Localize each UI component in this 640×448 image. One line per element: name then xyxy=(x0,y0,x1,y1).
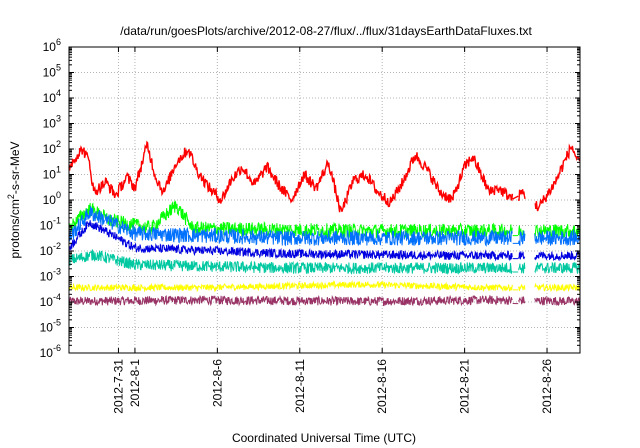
y-axis-label-rest: -s-sr-MeV xyxy=(8,141,22,194)
series-line xyxy=(68,249,581,276)
y-tick-label: 103 xyxy=(43,114,61,131)
x-tick-label: 2012-8-16 xyxy=(375,359,389,414)
y-axis-label: protons/cm2-s-sr-MeV xyxy=(6,141,22,258)
y-tick-label: 10-2 xyxy=(40,241,61,258)
chart-title: /data/run/goesPlots/archive/2012-08-27/f… xyxy=(120,24,532,38)
x-axis: 2012-7-31 2012-8-1 2012-8-6 2012-8-11 2012-8… xyxy=(111,47,554,414)
y-tick-label: 106 xyxy=(43,37,61,54)
grid xyxy=(69,47,580,353)
series-line xyxy=(68,279,581,293)
x-tick-label: 2012-7-31 xyxy=(111,359,125,414)
series-layer xyxy=(68,140,581,307)
x-tick-label: 2012-8-11 xyxy=(293,359,307,413)
y-tick-label: 104 xyxy=(43,88,61,105)
svg-text:protons/cm2-s-sr-MeV: protons/cm2-s-sr-MeV xyxy=(6,141,22,258)
y-tick-label: 100 xyxy=(43,190,61,207)
x-tick-label: 2012-8-21 xyxy=(458,359,472,414)
y-tick-label: 10-4 xyxy=(40,292,61,309)
y-axis-label-sup: 2 xyxy=(6,194,16,199)
y-tick-label: 102 xyxy=(43,139,61,156)
y-tick-label: 10-1 xyxy=(40,216,61,233)
series-line xyxy=(68,294,581,307)
y-axis-label-base: protons/cm xyxy=(8,199,22,258)
y-tick-label: 105 xyxy=(43,63,61,80)
y-tick-label: 10-6 xyxy=(40,343,61,360)
x-tick-label: 2012-8-26 xyxy=(540,359,554,414)
y-tick-label: 101 xyxy=(43,165,61,182)
x-tick-label: 2012-8-1 xyxy=(128,359,142,407)
y-axis: 10-6 10-5 10-4 10-3 10-2 10-1 100 101 102 103 104 1… xyxy=(40,37,580,360)
series-line xyxy=(68,206,581,247)
y-tick-label: 10-5 xyxy=(40,318,61,335)
y-tick-label: 10-3 xyxy=(40,267,61,284)
x-tick-label: 2012-8-6 xyxy=(210,359,224,407)
series-line xyxy=(68,220,581,262)
x-axis-label: Coordinated Universal Time (UTC) xyxy=(232,431,416,445)
series-line xyxy=(68,140,581,213)
